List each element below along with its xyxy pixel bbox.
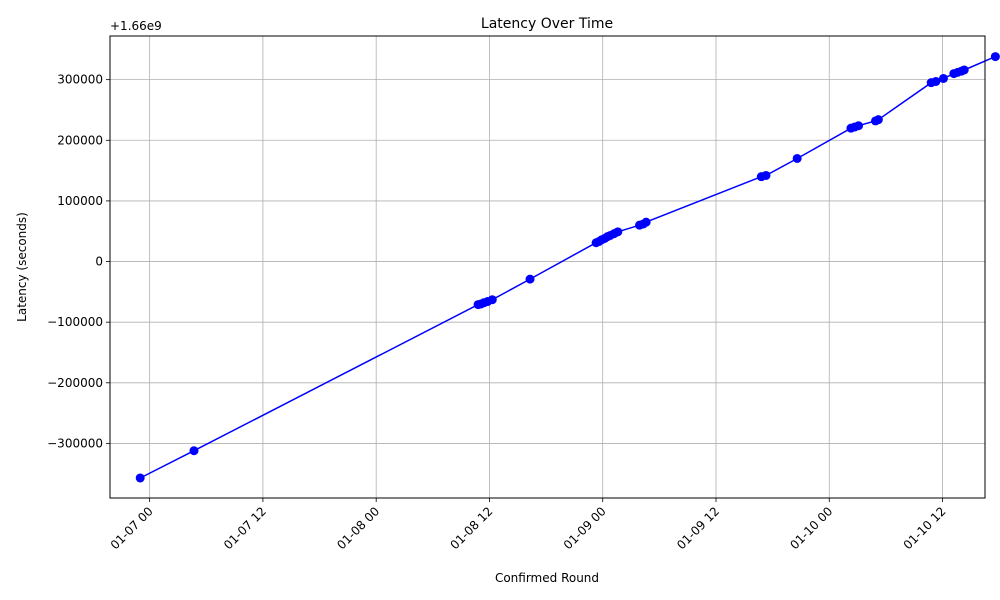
y-tick-label: 100000 <box>57 194 103 208</box>
y-tick-label: −200000 <box>47 376 103 390</box>
y-axis-title: Latency (seconds) <box>15 212 29 322</box>
data-point <box>525 274 535 284</box>
grid <box>110 36 985 498</box>
data-point <box>873 115 883 125</box>
data-point <box>854 121 864 131</box>
y-tick-label: −300000 <box>47 436 103 450</box>
y-tick-label: −100000 <box>47 315 103 329</box>
data-point <box>959 65 969 75</box>
data-point <box>641 217 651 227</box>
data-point <box>487 295 497 305</box>
y-tick-label: 200000 <box>57 133 103 147</box>
data-point <box>938 73 948 83</box>
data-point <box>931 76 941 86</box>
y-tick-label: 300000 <box>57 73 103 87</box>
y-offset-text: +1.66e9 <box>110 19 162 33</box>
data-point <box>990 52 1000 62</box>
plot-frame <box>109 35 986 499</box>
data-point <box>135 473 145 483</box>
data-point <box>761 170 771 180</box>
data-point <box>613 227 623 237</box>
chart-title: Latency Over Time <box>481 16 613 32</box>
marker-layer <box>135 52 1000 483</box>
y-tick-label: 0 <box>95 255 103 269</box>
x-axis-title: Confirmed Round <box>495 571 599 585</box>
data-point <box>792 153 802 163</box>
data-point <box>189 446 199 456</box>
